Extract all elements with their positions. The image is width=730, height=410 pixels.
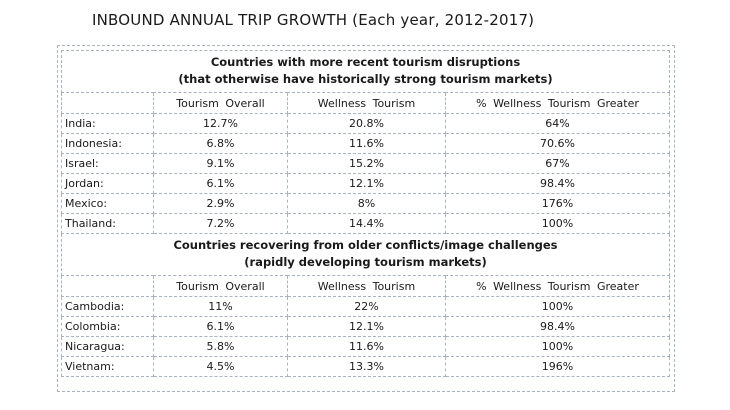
wellness-growth-cell: 8% (287, 193, 446, 214)
table-row: Mexico: 2.9% 8% 176% (61, 193, 670, 214)
overall-growth-cell: 9.1% (153, 153, 288, 174)
table-row: India: 12.7% 20.8% 64% (61, 113, 670, 134)
wellness-growth-cell: 13.3% (287, 356, 446, 377)
table-row: Nicaragua: 5.8% 11.6% 100% (61, 336, 670, 357)
wellness-greater-cell: 100% (445, 296, 670, 317)
overall-growth-cell: 6.1% (153, 316, 288, 337)
country-cell: Thailand: (61, 213, 154, 234)
country-cell: Nicaragua: (61, 336, 154, 357)
country-cell: India: (61, 113, 154, 134)
wellness-greater-cell: 100% (445, 213, 670, 234)
section-title: Countries with more recent tourism disru… (61, 50, 670, 93)
table-row: Cambodia: 11% 22% 100% (61, 296, 670, 317)
country-cell: Cambodia: (61, 296, 154, 317)
column-header: Wellness Tourism (287, 92, 446, 114)
overall-growth-cell: 11% (153, 296, 288, 317)
wellness-growth-cell: 14.4% (287, 213, 446, 234)
column-header-row: Tourism Overall Wellness Tourism% Wellnes… (61, 275, 670, 297)
column-header: Tourism Overall (153, 92, 288, 114)
table-row: Colombia: 6.1% 12.1% 98.4% (61, 316, 670, 337)
wellness-growth-cell: 12.1% (287, 173, 446, 194)
wellness-greater-cell: 98.4% (445, 173, 670, 194)
column-header-blank (61, 275, 154, 297)
country-cell: Vietnam: (61, 356, 154, 377)
country-cell: Colombia: (61, 316, 154, 337)
overall-growth-cell: 4.5% (153, 356, 288, 377)
wellness-greater-cell: 196% (445, 356, 670, 377)
wellness-greater-cell: 176% (445, 193, 670, 214)
section-title-line: (that otherwise have historically strong… (178, 72, 553, 86)
country-cell: Mexico: (61, 193, 154, 214)
country-cell: Indonesia: (61, 133, 154, 154)
wellness-growth-cell: 15.2% (287, 153, 446, 174)
wellness-greater-cell: 64% (445, 113, 670, 134)
wellness-growth-cell: 12.1% (287, 316, 446, 337)
wellness-growth-cell: 11.6% (287, 133, 446, 154)
table-row: Jordan: 6.1% 12.1% 98.4% (61, 173, 670, 194)
overall-growth-cell: 5.8% (153, 336, 288, 357)
page-title: INBOUND ANNUAL TRIP GROWTH (Each year, 2… (92, 11, 535, 29)
wellness-greater-cell: 70.6% (445, 133, 670, 154)
trip-growth-table: Countries with more recent tourism disru… (61, 50, 670, 377)
table-row: Thailand: 7.2% 14.4% 100% (61, 213, 670, 234)
country-cell: Israel: (61, 153, 154, 174)
column-header-row: Tourism Overall Wellness Tourism% Wellnes… (61, 92, 670, 114)
wellness-greater-cell: 98.4% (445, 316, 670, 337)
overall-growth-cell: 7.2% (153, 213, 288, 234)
table-frame (57, 45, 675, 392)
overall-growth-cell: 2.9% (153, 193, 288, 214)
section-title-line: Countries recovering from older conflict… (173, 238, 558, 252)
wellness-growth-cell: 11.6% (287, 336, 446, 357)
section-title-line: Countries with more recent tourism disru… (210, 55, 521, 69)
column-header-blank (61, 92, 154, 114)
section-header-row: Countries with more recent tourism disru… (61, 50, 670, 93)
section-title: Countries recovering from older conflict… (61, 233, 670, 276)
wellness-growth-cell: 20.8% (287, 113, 446, 134)
column-header: Tourism Overall (153, 275, 288, 297)
overall-growth-cell: 12.7% (153, 113, 288, 134)
column-header: % Wellness Tourism Greater (445, 275, 670, 297)
column-header: % Wellness Tourism Greater (445, 92, 670, 114)
table-row: Indonesia: 6.8% 11.6% 70.6% (61, 133, 670, 154)
section-title-line: (rapidly developing tourism markets) (244, 255, 487, 269)
section-header-row: Countries recovering from older conflict… (61, 233, 670, 276)
table-row: Vietnam: 4.5% 13.3% 196% (61, 356, 670, 377)
overall-growth-cell: 6.8% (153, 133, 288, 154)
country-cell: Jordan: (61, 173, 154, 194)
overall-growth-cell: 6.1% (153, 173, 288, 194)
table-row: Israel: 9.1% 15.2% 67% (61, 153, 670, 174)
wellness-greater-cell: 67% (445, 153, 670, 174)
wellness-growth-cell: 22% (287, 296, 446, 317)
column-header: Wellness Tourism (287, 275, 446, 297)
wellness-greater-cell: 100% (445, 336, 670, 357)
